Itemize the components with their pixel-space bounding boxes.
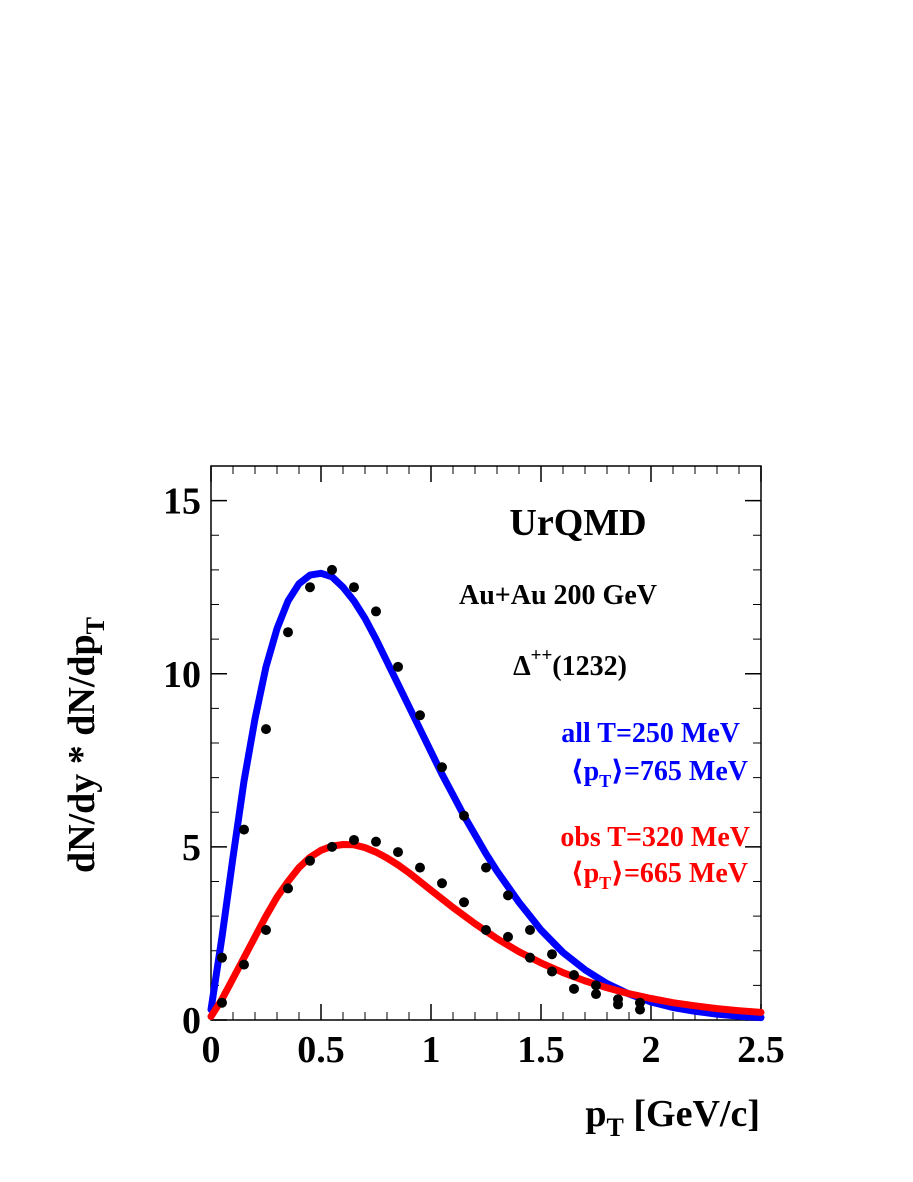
legend-all-label: all T=250 MeV (561, 718, 740, 749)
legend-all-meanpt: ⟨pT⟩=765 MeV (571, 756, 748, 791)
data-point-points_all (569, 969, 579, 980)
data-point-points_obs (591, 989, 601, 1000)
fit-curve-all (207, 569, 765, 1022)
legend-obs-meanpt: ⟨pT⟩=665 MeV (571, 858, 748, 893)
data-point-points_all (635, 997, 645, 1008)
data-point-points_all (415, 710, 425, 721)
data-point-points_obs (503, 931, 513, 942)
y-tick-label: 15 (163, 481, 201, 523)
data-point-points_obs (283, 883, 293, 894)
fit-curves (207, 569, 765, 1022)
data-point-points_obs (613, 999, 623, 1010)
x-tick-labels: 0 0.5 1 1.5 2 2.5 (202, 1029, 785, 1071)
data-point-points_all (591, 980, 601, 991)
data-point-points_all (305, 582, 315, 593)
data-point-points_all (547, 949, 557, 960)
data-point-points_obs (349, 834, 359, 845)
data-point-points_all (503, 890, 513, 901)
data-point-points_obs (481, 924, 491, 935)
y-tick-label: 10 (163, 654, 201, 696)
data-point-points_obs (305, 855, 315, 866)
data-point-points_all (393, 661, 403, 672)
data-point-points_obs (239, 959, 249, 970)
data-point-points_obs (525, 952, 535, 963)
data-point-points_all (349, 582, 359, 593)
y-axis-label: dN/dy * dN/dpT (61, 617, 110, 873)
data-point-points_all (437, 762, 447, 773)
data-point-points_all (371, 606, 381, 617)
chart-title: UrQMD (509, 502, 646, 544)
data-point-points_obs (635, 1004, 645, 1015)
data-point-points_obs (371, 836, 381, 847)
particle-label: Δ++(1232) (513, 645, 627, 682)
data-point-points_obs (327, 841, 337, 852)
data-point-points_all (525, 924, 535, 935)
data-point-points_obs (547, 966, 557, 977)
data-point-points_obs (415, 862, 425, 873)
x-tick-label: 1 (422, 1029, 441, 1071)
x-tick-label: 0 (202, 1029, 221, 1071)
data-point-points_obs (437, 878, 447, 889)
data-point-points_obs (393, 847, 403, 858)
y-tick-label: 5 (182, 827, 201, 869)
data-point-points_all (239, 824, 249, 835)
legend-obs-label: obs T=320 MeV (560, 822, 750, 853)
data-point-points_all (459, 810, 469, 821)
x-tick-label: 0.5 (297, 1029, 345, 1071)
x-axis-label: pT [GeV/c] (585, 1093, 760, 1142)
data-point-points_all (327, 564, 337, 575)
data-point-points_obs (261, 924, 271, 935)
chart-subtitle: Au+Au 200 GeV (459, 580, 657, 611)
y-tick-label: 0 (182, 1000, 201, 1042)
data-point-points_all (283, 627, 293, 638)
y-tick-labels: 0 5 10 15 (163, 481, 201, 1042)
data-point-points_obs (569, 983, 579, 994)
data-point-points_all (217, 952, 227, 963)
data-point-points_obs (459, 897, 469, 908)
data-point-points_all (481, 862, 491, 873)
x-tick-label: 2.5 (737, 1029, 785, 1071)
data-point-points_obs (217, 997, 227, 1008)
data-point-points_all (261, 724, 271, 735)
x-tick-label: 2 (642, 1029, 661, 1071)
x-tick-label: 1.5 (517, 1029, 565, 1071)
fit-curve-obs (207, 841, 765, 1020)
data-points (217, 564, 645, 1015)
